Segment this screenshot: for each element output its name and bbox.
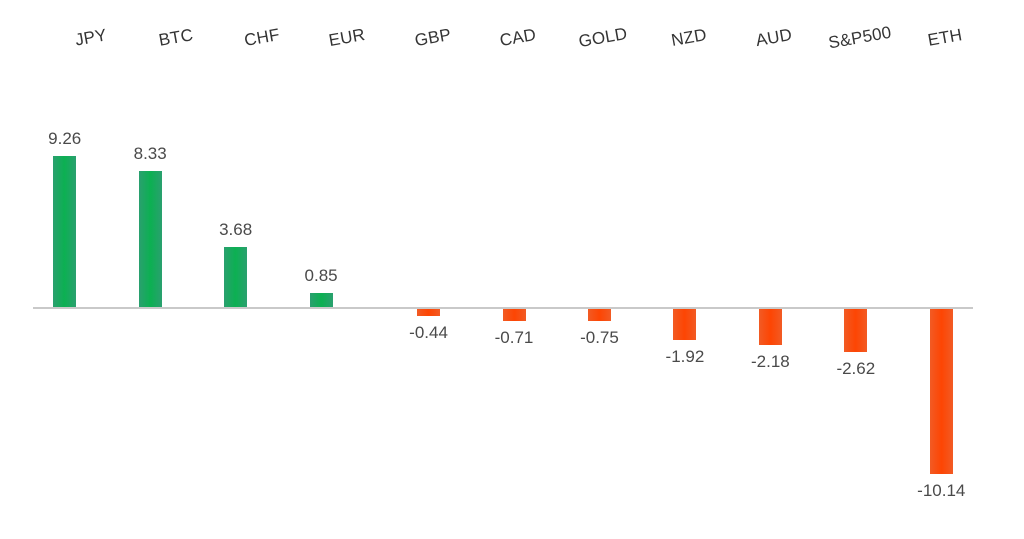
bar-cad xyxy=(502,309,526,321)
category-label-gold: GOLD xyxy=(577,23,630,52)
category-label-aud: AUD xyxy=(754,24,794,51)
value-label-nzd: -1.92 xyxy=(665,347,705,366)
value-label-eur: 0.85 xyxy=(304,266,338,285)
category-label-eth: ETH xyxy=(926,25,964,50)
category-label-btc: BTC xyxy=(157,25,195,50)
category-label-jpy: JPY xyxy=(73,25,108,50)
value-label-sp500: -2.62 xyxy=(836,359,876,378)
bar-sp500 xyxy=(844,309,868,352)
bar-nzd xyxy=(673,309,697,340)
value-label-gold: -0.75 xyxy=(580,328,619,347)
bar-gold xyxy=(587,309,611,321)
value-label-cad: -0.71 xyxy=(494,328,534,347)
category-label-nzd: NZD xyxy=(669,25,708,50)
zero-axis-line xyxy=(33,307,973,309)
bar-btc xyxy=(138,171,162,307)
value-label-eth: -10.14 xyxy=(917,481,966,500)
category-label-gbp: GBP xyxy=(412,24,453,51)
bar-gbp xyxy=(417,309,441,316)
bar-eur xyxy=(309,293,333,307)
category-label-cad: CAD xyxy=(498,24,538,51)
value-label-chf: 3.68 xyxy=(219,220,253,239)
category-label-sp500: S&P500 xyxy=(826,22,893,53)
category-label-eur: EUR xyxy=(327,24,367,51)
bar-aud xyxy=(758,309,782,345)
category-label-chf: CHF xyxy=(242,25,281,50)
bar-jpy xyxy=(53,156,77,307)
value-label-jpy: 9.26 xyxy=(48,129,82,148)
bar-chf xyxy=(224,247,248,307)
value-label-aud: -2.18 xyxy=(750,352,790,371)
value-label-btc: 8.33 xyxy=(133,144,167,163)
bar-eth xyxy=(929,309,953,474)
value-label-gbp: -0.44 xyxy=(409,323,448,342)
